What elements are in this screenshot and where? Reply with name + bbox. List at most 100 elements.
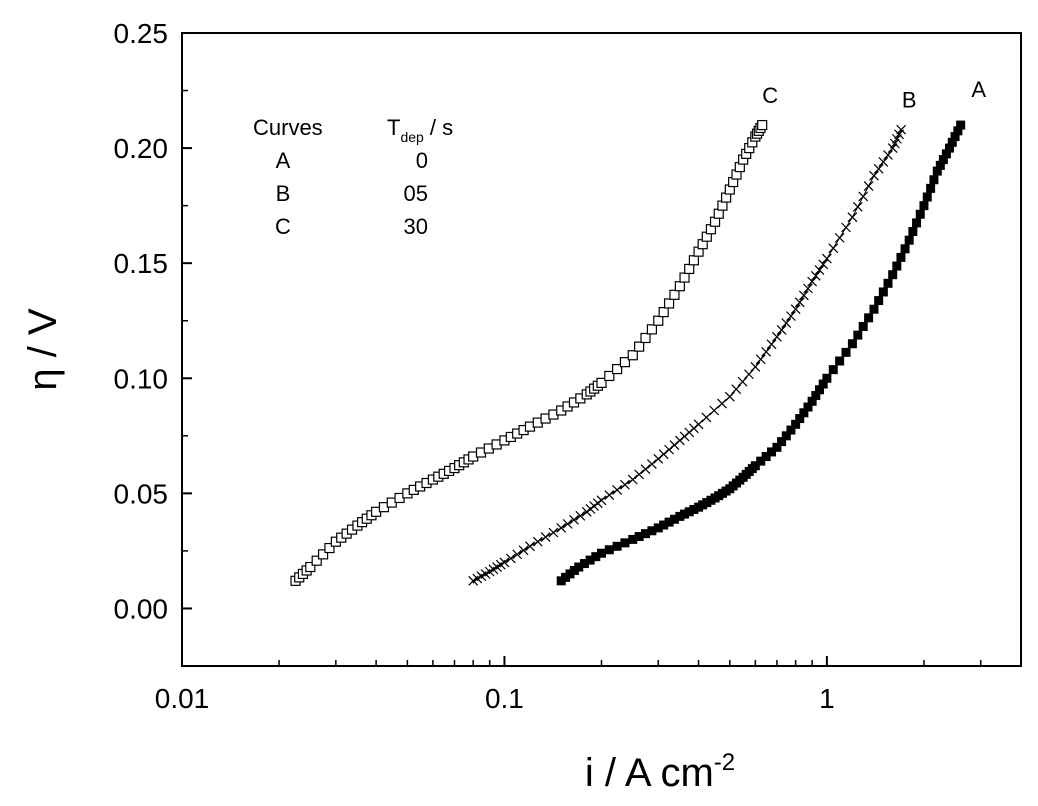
series-b-point: [569, 514, 579, 525]
series-b-point: [640, 464, 651, 475]
series-b-point-stroke2: [512, 549, 523, 560]
series-b-point: [878, 156, 889, 167]
series-b-point-stroke2: [828, 243, 839, 254]
series-b-point: [781, 318, 792, 328]
series-a-point: [904, 235, 914, 245]
series-a-point: [892, 261, 902, 271]
series-a-point: [953, 126, 963, 136]
series-b-point: [744, 369, 754, 380]
series-a-point: [947, 137, 957, 147]
series-a-point: [761, 452, 771, 462]
series-a-point: [874, 296, 884, 306]
series-a-point: [659, 520, 669, 530]
series-a-point: [900, 244, 910, 254]
series-b-point-stroke2: [518, 545, 529, 556]
series-b-point-stroke2: [717, 398, 727, 409]
series-b-point-stroke2: [724, 391, 735, 402]
series-a-point: [878, 287, 888, 297]
series-b-point: [755, 354, 766, 365]
series-a-point: [634, 532, 644, 542]
series-a-point: [929, 175, 939, 185]
series-a-point: [896, 252, 906, 262]
x-tick-label: 0.1: [485, 683, 524, 714]
series-b-point: [737, 376, 748, 387]
series-b-point-stroke2: [596, 495, 607, 506]
series-b-point: [818, 259, 829, 270]
series-a-point: [811, 391, 821, 401]
series-c-point: [663, 298, 675, 309]
series-a-point: [689, 504, 699, 514]
series-b-point-stroke2: [627, 474, 638, 485]
series-b-point: [540, 532, 551, 543]
series-b-point-stroke2: [761, 346, 772, 357]
series-a-point: [653, 523, 663, 533]
series-a-point: [944, 143, 954, 153]
series-b-point: [852, 201, 863, 212]
series-b-point-stroke2: [807, 276, 818, 287]
series-a-point: [818, 379, 828, 389]
series-b-point-stroke2: [781, 318, 792, 328]
series-b-point: [834, 232, 845, 243]
series-a-point: [786, 425, 796, 435]
y-tick-label: 0.20: [114, 133, 169, 164]
series-b-point: [604, 490, 615, 501]
series-b-point: [505, 553, 516, 564]
series-c-point: [627, 350, 638, 361]
series-b-point-stroke2: [803, 283, 813, 294]
series-a-point: [938, 155, 948, 165]
series-a-point: [926, 183, 936, 193]
series-b-point-stroke2: [532, 536, 543, 547]
legend-row-curve: A: [276, 148, 291, 173]
series-b-point: [803, 283, 813, 294]
series-c-point: [634, 341, 645, 352]
series-b-point-stroke2: [790, 304, 801, 315]
series-b-point: [863, 181, 874, 191]
series-b-point-stroke2: [612, 484, 623, 495]
series-b-point: [724, 391, 735, 402]
y-tick-label: 0.05: [114, 478, 169, 509]
series-b-point-stroke2: [810, 270, 821, 281]
series-c-point: [640, 332, 651, 344]
curve-label-a: A: [971, 77, 986, 102]
series-b-point: [556, 522, 567, 533]
series-a-point: [822, 373, 832, 383]
series-c-point: [619, 357, 631, 368]
series-b-point-stroke2: [744, 369, 754, 380]
series-a-point: [574, 562, 584, 572]
series-b-point-stroke2: [883, 150, 893, 160]
series-b-point: [512, 549, 523, 560]
series-b-point-stroke2: [575, 510, 586, 521]
y-tick-label: 0.15: [114, 248, 169, 279]
curve-label-c: C: [762, 83, 778, 108]
series-b-point-stroke2: [858, 191, 869, 202]
series-b-point: [858, 191, 869, 202]
series-a-point: [807, 396, 817, 406]
legend-header-tdep: Tdep / s: [387, 115, 453, 145]
series-b-point: [896, 124, 907, 135]
series-b-point: [821, 253, 832, 264]
series-b-point-stroke2: [841, 222, 851, 233]
series-b-point-stroke2: [646, 459, 657, 469]
series-b-point-stroke2: [731, 384, 742, 395]
series-b-point: [772, 331, 782, 342]
series-a-point: [647, 526, 657, 536]
series-a-point: [772, 442, 782, 452]
series-b-point: [518, 545, 529, 556]
series-b-point-stroke2: [640, 464, 651, 475]
series-b-point: [794, 297, 805, 308]
y-tick-label: 0.25: [114, 18, 169, 49]
x-tick-label: 0.01: [155, 683, 210, 714]
legend-header-unit: / s: [424, 115, 453, 140]
series-b-point-stroke2: [750, 361, 761, 372]
series-b-point: [562, 518, 573, 529]
series-b-point-stroke2: [548, 527, 559, 538]
series-b-point-stroke2: [834, 232, 845, 243]
series-a-point: [777, 437, 787, 447]
legend-header-curves: Curves: [253, 115, 323, 140]
series-b-point: [499, 557, 510, 568]
series-b-point: [646, 459, 657, 469]
series-b-point-stroke2: [701, 412, 712, 423]
legend-row-tdep: 30: [404, 214, 428, 239]
series-b-point: [766, 339, 777, 350]
